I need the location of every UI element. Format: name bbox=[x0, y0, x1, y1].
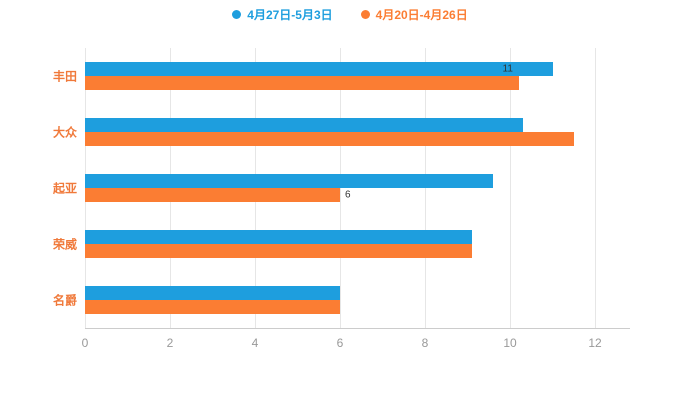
chart-legend: 4月27日-5月3日 4月20日-4月26日 bbox=[0, 6, 700, 23]
gridline bbox=[340, 48, 341, 328]
x-tick-label: 2 bbox=[166, 336, 174, 350]
x-tick-label: 0 bbox=[81, 336, 89, 350]
x-tick-label: 4 bbox=[251, 336, 259, 350]
gridline bbox=[510, 48, 511, 328]
x-tick-label: 8 bbox=[421, 336, 429, 350]
legend-item-1[interactable]: 4月20日-4月26日 bbox=[360, 6, 468, 23]
bar-名爵-series-0[interactable] bbox=[85, 286, 340, 300]
bar-大众-series-1[interactable] bbox=[85, 132, 574, 146]
legend-marker-icon bbox=[360, 10, 370, 19]
bar-起亚-series-1[interactable] bbox=[85, 188, 340, 202]
category-label-0: 丰田 bbox=[52, 69, 77, 84]
x-tick-label: 6 bbox=[336, 336, 344, 350]
bar-名爵-series-1[interactable] bbox=[85, 300, 340, 314]
legend-label: 4月20日-4月26日 bbox=[375, 8, 468, 22]
legend-label: 4月27日-5月3日 bbox=[247, 8, 333, 22]
bar-大众-series-0[interactable] bbox=[85, 118, 523, 132]
bar-value-label: 11 bbox=[502, 63, 513, 75]
legend-marker-icon bbox=[232, 10, 242, 19]
bar-荣威-series-1[interactable] bbox=[85, 244, 472, 258]
category-label-1: 大众 bbox=[52, 125, 77, 140]
x-tick-label: 10 bbox=[503, 336, 517, 350]
x-tick-label: 12 bbox=[588, 336, 602, 350]
bar-丰田-series-0[interactable] bbox=[85, 62, 553, 76]
gridline bbox=[595, 48, 596, 328]
bar-荣威-series-0[interactable] bbox=[85, 230, 472, 244]
legend-item-0[interactable]: 4月27日-5月3日 bbox=[232, 6, 333, 23]
category-label-4: 名爵 bbox=[52, 293, 77, 308]
bar-丰田-series-1[interactable] bbox=[85, 76, 519, 90]
category-label-3: 荣威 bbox=[52, 237, 77, 252]
category-label-2: 起亚 bbox=[52, 181, 77, 196]
bar-起亚-series-0[interactable] bbox=[85, 174, 493, 188]
x-axis-line bbox=[85, 328, 630, 329]
bar-value-label: 6 bbox=[345, 189, 351, 201]
gridline bbox=[425, 48, 426, 328]
